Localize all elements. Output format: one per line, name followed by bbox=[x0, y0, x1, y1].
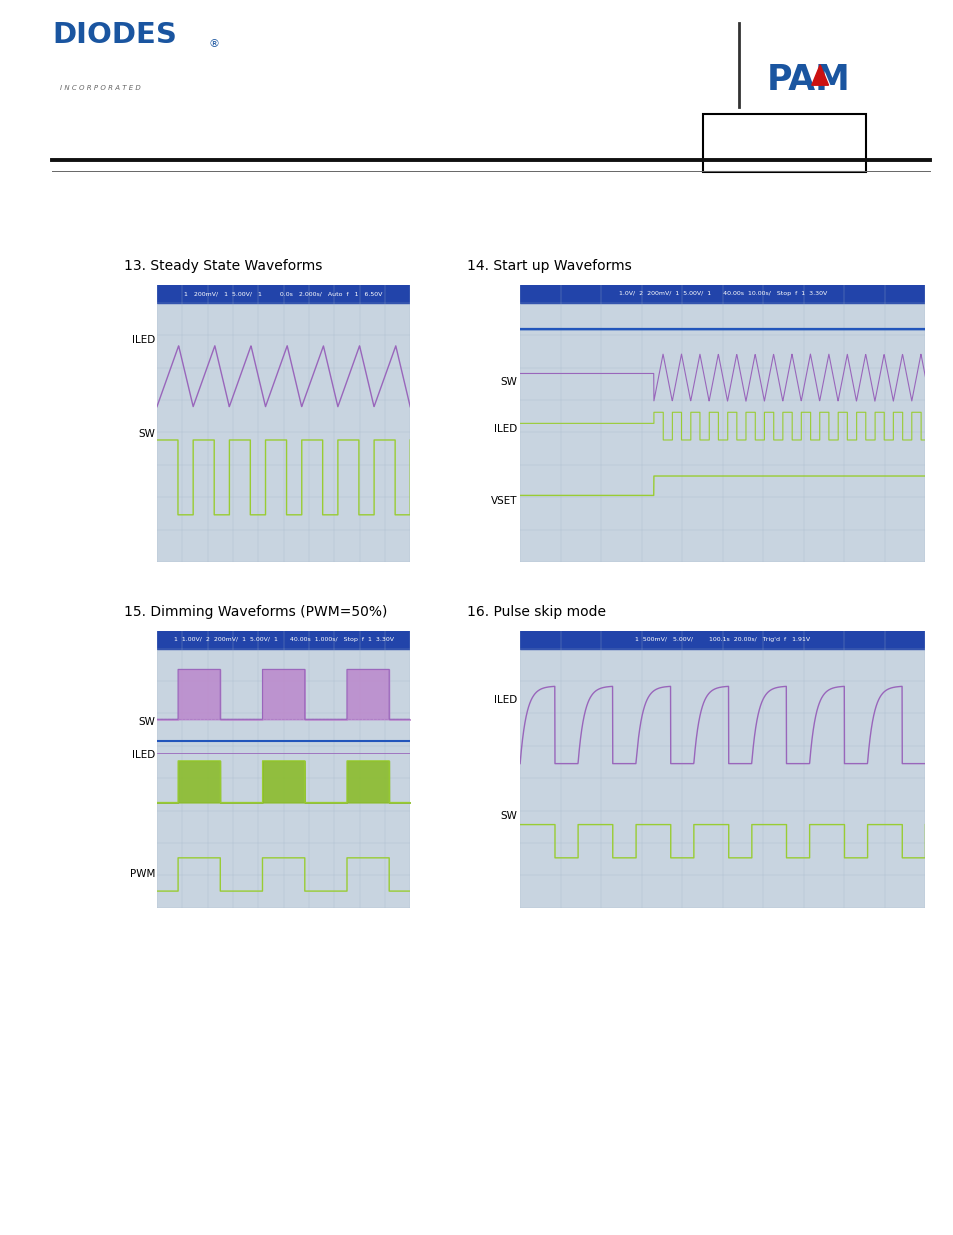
Text: PWM: PWM bbox=[130, 869, 155, 879]
Polygon shape bbox=[811, 65, 827, 85]
Text: ILED: ILED bbox=[132, 751, 155, 761]
Text: 1.0V/  2  200mV/  1  5.00V/  1      40.00s  10.00s/   Stop  f  1  3.30V: 1.0V/ 2 200mV/ 1 5.00V/ 1 40.00s 10.00s/… bbox=[618, 291, 826, 296]
Text: 1  500mV/   5.00V/        100.1s  20.00s/   Trig'd  f   1.91V: 1 500mV/ 5.00V/ 100.1s 20.00s/ Trig'd f … bbox=[635, 637, 809, 642]
Text: DIODES: DIODES bbox=[52, 21, 177, 49]
Text: VSET: VSET bbox=[491, 496, 517, 506]
Bar bbox=[156, 631, 410, 648]
Text: PAM: PAM bbox=[766, 63, 849, 98]
Text: 1  1.00V/  2  200mV/  1  5.00V/  1      40.00s  1.000s/   Stop  f  1  3.30V: 1 1.00V/ 2 200mV/ 1 5.00V/ 1 40.00s 1.00… bbox=[173, 637, 394, 642]
Text: 15. Dimming Waveforms (PWM=50%): 15. Dimming Waveforms (PWM=50%) bbox=[124, 605, 387, 619]
Text: ILED: ILED bbox=[494, 695, 517, 705]
Text: 1   200mV/   1  5.00V/   1         0.0s   2.000s/   Auto  f   1   6.50V: 1 200mV/ 1 5.00V/ 1 0.0s 2.000s/ Auto f … bbox=[184, 291, 382, 296]
Text: SW: SW bbox=[500, 377, 517, 387]
Text: I N C O R P O R A T E D: I N C O R P O R A T E D bbox=[60, 85, 141, 91]
Text: ILED: ILED bbox=[132, 335, 155, 346]
Bar bbox=[519, 631, 924, 648]
Text: 16. Pulse skip mode: 16. Pulse skip mode bbox=[467, 605, 606, 619]
Bar bbox=[156, 285, 410, 303]
Bar bbox=[519, 285, 924, 303]
Text: SW: SW bbox=[138, 718, 155, 727]
Text: SW: SW bbox=[500, 811, 517, 821]
Text: SW: SW bbox=[138, 430, 155, 440]
Text: 13. Steady State Waveforms: 13. Steady State Waveforms bbox=[124, 259, 322, 273]
Text: ®: ® bbox=[209, 40, 220, 49]
Text: ILED: ILED bbox=[494, 424, 517, 433]
Text: 14. Start up Waveforms: 14. Start up Waveforms bbox=[467, 259, 632, 273]
